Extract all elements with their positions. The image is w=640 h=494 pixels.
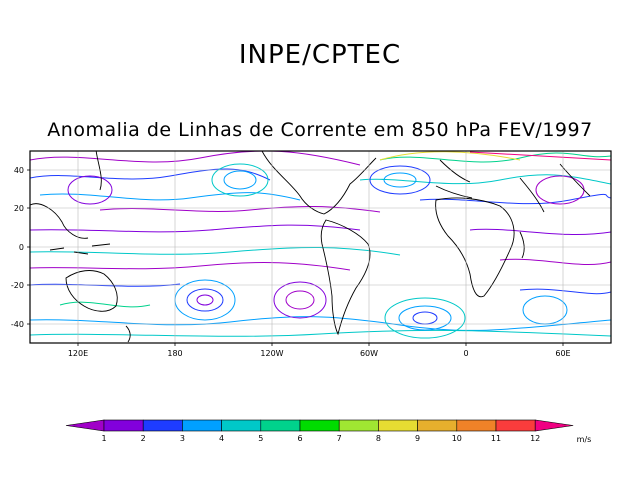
coastlines — [30, 151, 591, 343]
colorbar-label: 6 — [297, 434, 302, 443]
lat-label: -20 — [11, 281, 24, 290]
colorbar-label: 10 — [452, 434, 462, 443]
colorbar-label: 11 — [491, 434, 501, 443]
map-grid — [30, 151, 611, 343]
colorbar-segment — [299, 419, 340, 432]
lat-label: 40 — [14, 166, 24, 175]
colorbar-label: 7 — [337, 434, 342, 443]
colorbar-segment — [103, 419, 144, 432]
colorbar-segment — [417, 419, 458, 432]
colorbar-segment — [338, 419, 379, 432]
colorbar-segment — [495, 419, 536, 432]
figure-title: INPE/CPTEC — [238, 40, 402, 70]
streamlines — [30, 151, 611, 339]
colorbar-segment — [260, 419, 301, 432]
tick-marks — [27, 169, 564, 346]
colorbar-label: 4 — [219, 434, 224, 443]
lat-label: 0 — [19, 243, 24, 252]
colorbar-segment — [65, 419, 105, 432]
lon-label: 0 — [463, 349, 468, 358]
colorbar-label: 8 — [376, 434, 381, 443]
colorbar-segment — [221, 419, 262, 432]
lon-label: 60W — [360, 349, 378, 358]
colorbar-segment — [182, 419, 222, 432]
colorbar-label: 12 — [530, 434, 540, 443]
colorbar-label: 3 — [180, 434, 185, 443]
lat-label: -40 — [11, 320, 24, 329]
lon-label: 180 — [167, 349, 182, 358]
colorbar-label: 2 — [141, 434, 146, 443]
colorbar-label: 1 — [101, 434, 106, 443]
colorbar-label: 9 — [415, 434, 420, 443]
map-area — [30, 151, 611, 343]
colorbar: 1 2 3 4 5 6 7 8 9 10 11 12 — [65, 419, 574, 443]
lon-label: 120E — [68, 349, 88, 358]
colorbar-label: 5 — [258, 434, 263, 443]
colorbar-unit: m/s — [577, 435, 592, 444]
colorbar-segment — [456, 419, 497, 432]
colorbar-segment — [142, 419, 183, 432]
lat-label: 20 — [14, 204, 24, 213]
colorbar-segment — [378, 419, 418, 432]
colorbar-segment — [534, 419, 574, 432]
lon-label: 60E — [555, 349, 570, 358]
lon-label: 120W — [260, 349, 283, 358]
figure-subtitle: Anomalia de Linhas de Corrente em 850 hP… — [47, 119, 593, 141]
